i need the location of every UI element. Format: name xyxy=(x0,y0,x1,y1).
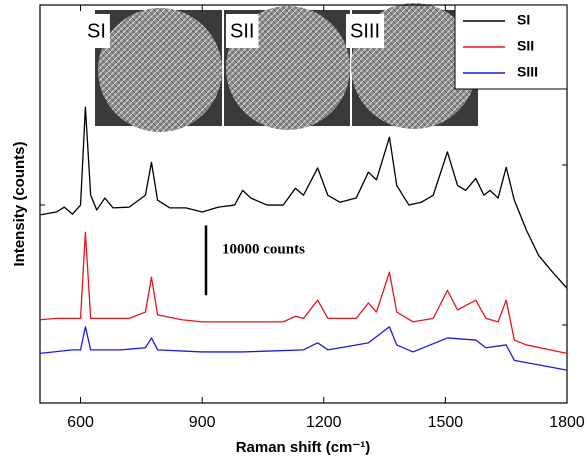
inset-particle xyxy=(98,8,222,132)
inset-label-bg xyxy=(226,14,259,48)
x-tick-label: 1200 xyxy=(306,414,342,431)
inset-label: SI xyxy=(87,20,106,42)
plot-frame xyxy=(39,4,568,404)
legend-label: SI xyxy=(517,12,530,28)
series-line xyxy=(39,106,568,289)
legend-label: SIII xyxy=(517,64,538,80)
x-axis-label: Raman shift (cm⁻¹) xyxy=(236,439,371,456)
series-line xyxy=(39,231,568,354)
series-line xyxy=(39,326,568,371)
inset-label-bg xyxy=(346,14,385,48)
x-tick-label: 1500 xyxy=(428,414,464,431)
y-axis-label: Intensity (counts) xyxy=(11,141,28,266)
x-tick-label: 900 xyxy=(189,414,216,431)
inset-label: SII xyxy=(230,20,254,42)
annotation: 10000 counts xyxy=(222,241,305,257)
x-tick-label: 600 xyxy=(67,414,94,431)
insets xyxy=(95,3,478,132)
inset-label: SIII xyxy=(350,20,380,42)
inset-label-bg xyxy=(83,14,110,48)
x-tick-label: 1800 xyxy=(549,414,585,431)
legend-label: SII xyxy=(517,38,534,54)
